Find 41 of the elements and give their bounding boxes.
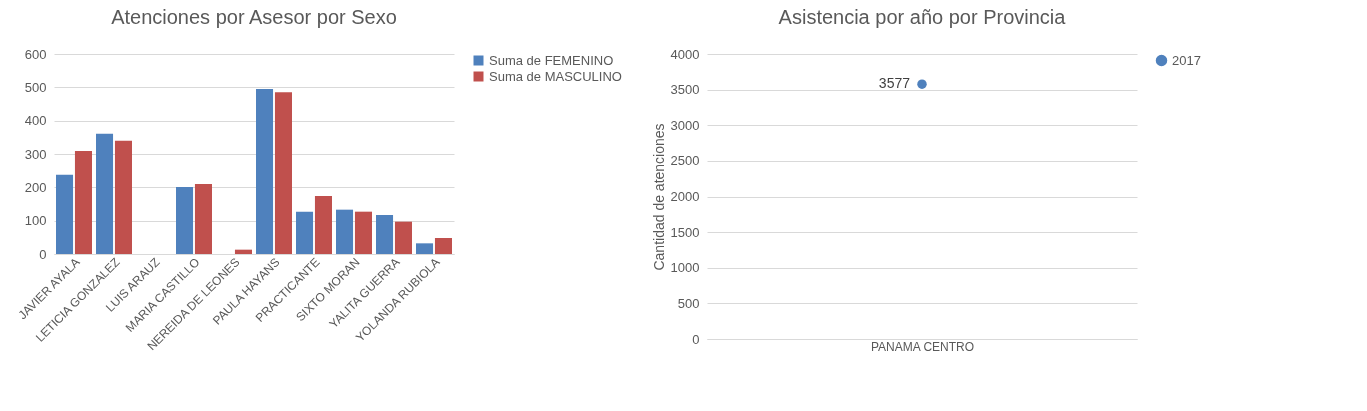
legend-label: 2017 [1172,52,1201,68]
bar [176,187,194,254]
bar [234,249,252,254]
bar [194,184,212,254]
y-tick-label: 300 [24,146,47,162]
bar [314,196,332,254]
x-tick-label: PANAMA CENTRO [870,339,975,354]
y-tick-label: 400 [24,113,47,129]
bar [416,243,434,254]
y-tick-label: 100 [24,213,47,229]
chart-title: Asistencia por año por Provincia [778,6,1067,28]
chart-title: Atenciones por Asesor por Sexo [111,6,397,28]
bar [96,133,114,254]
bar [376,215,394,254]
y-tick-label: 200 [24,179,47,195]
y-tick-label: 3000 [670,117,700,133]
legend-label: Suma de FEMENINO [489,52,614,68]
y-tick-label: 3500 [670,82,700,98]
y-tick-label: 2500 [670,153,700,169]
y-axis-title: Cantidad de atenciones [650,123,667,271]
y-tick-label: 500 [677,295,700,311]
data-label: 3577 [878,75,911,92]
y-tick-label: 4000 [670,46,700,62]
bar [274,92,292,254]
y-tick-label: 500 [24,79,47,95]
bar [354,211,372,254]
y-tick-label: 0 [692,331,700,347]
bar [256,89,274,254]
bar [394,221,412,254]
y-tick-label: 1500 [670,224,700,240]
y-tick-label: 2000 [670,189,700,204]
bar [114,140,132,254]
legend-label: Suma de MASCULINO [489,68,622,84]
bar [296,211,314,254]
bar [74,151,92,254]
bar [336,209,354,254]
y-tick-label: 600 [24,46,47,62]
bar [434,238,452,254]
y-tick-label: 1000 [670,260,700,276]
bar [56,174,74,254]
y-tick-label: 0 [39,246,47,262]
